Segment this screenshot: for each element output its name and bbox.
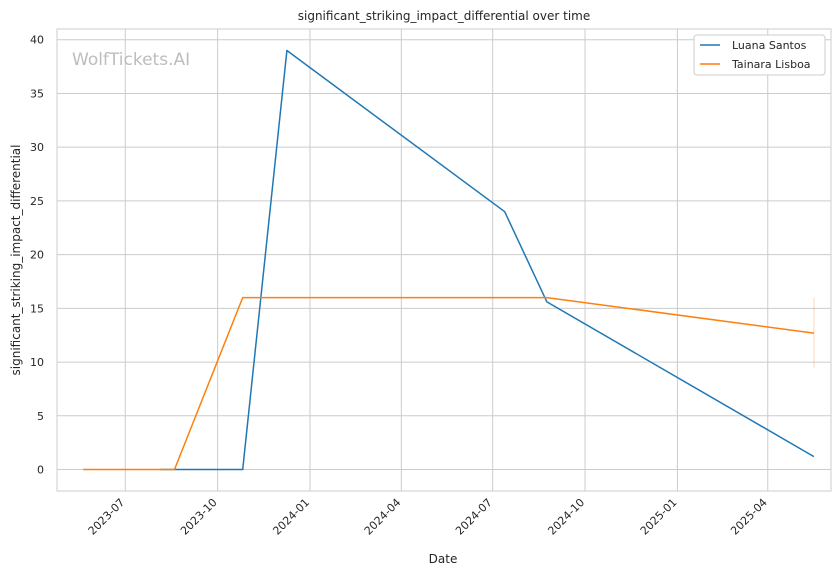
x-tick-label: 2024-10 (545, 496, 587, 538)
y-tick-label: 5 (37, 410, 44, 423)
y-tick-label: 15 (30, 302, 44, 315)
legend: Luana Santos Tainara Lisboa (693, 34, 826, 76)
y-tick-label: 0 (37, 464, 44, 477)
series-line-luana-santos (160, 49, 815, 471)
y-axis-label: significant_striking_impact_differential (9, 145, 23, 376)
x-tick-label: 2024-01 (270, 496, 312, 538)
y-tick-label: 40 (30, 34, 44, 47)
grid-lines (57, 29, 831, 491)
watermark-text: WolfTickets.AI (72, 50, 190, 70)
x-tick-label: 2023-07 (86, 496, 128, 538)
series-line-tainara-lisboa (83, 296, 814, 471)
y-tick-label: 35 (30, 87, 44, 100)
series-layer (83, 49, 815, 471)
y-tick-label: 30 (30, 141, 44, 154)
chart-title: significant_striking_impact_differential… (298, 9, 590, 23)
y-tick-label: 10 (30, 356, 44, 369)
x-axis-label: Date (429, 552, 458, 566)
y-axis-ticks: 0 5 10 15 20 25 30 35 40 (30, 34, 44, 477)
x-tick-label: 2024-04 (362, 496, 404, 538)
legend-box (693, 34, 826, 76)
x-tick-label: 2023-10 (178, 496, 220, 538)
x-axis-ticks: 2023-07 2023-10 2024-01 2024-04 2024-07 2024-… (86, 496, 770, 538)
x-tick-label: 2024-07 (453, 496, 495, 538)
legend-label-tainara-lisboa: Tainara Lisboa (731, 58, 811, 71)
legend-label-luana-santos: Luana Santos (732, 39, 807, 52)
plot-area (56, 28, 832, 492)
y-tick-label: 25 (30, 195, 44, 208)
x-tick-label: 2025-04 (728, 496, 770, 538)
y-tick-label: 20 (30, 249, 44, 262)
x-tick-label: 2025-01 (638, 496, 680, 538)
